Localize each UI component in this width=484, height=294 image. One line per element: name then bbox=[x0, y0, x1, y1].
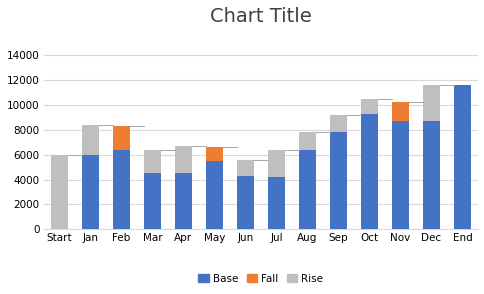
Bar bbox=[329, 115, 347, 132]
Bar bbox=[422, 85, 439, 121]
Bar bbox=[175, 173, 192, 229]
Bar bbox=[237, 176, 254, 229]
Bar bbox=[51, 155, 68, 229]
Bar bbox=[113, 150, 130, 229]
Title: Chart Title: Chart Title bbox=[210, 7, 311, 26]
Bar bbox=[175, 146, 192, 173]
Bar bbox=[391, 121, 408, 229]
Bar bbox=[82, 155, 99, 229]
Bar bbox=[206, 147, 223, 161]
Bar bbox=[329, 132, 347, 229]
Bar bbox=[298, 132, 316, 150]
Bar bbox=[298, 150, 316, 229]
Bar bbox=[113, 126, 130, 150]
Bar bbox=[391, 102, 408, 121]
Bar bbox=[267, 177, 285, 229]
Bar bbox=[206, 161, 223, 229]
Bar bbox=[144, 150, 161, 173]
Bar bbox=[144, 173, 161, 229]
Bar bbox=[360, 99, 377, 113]
Bar bbox=[453, 85, 470, 229]
Bar bbox=[360, 113, 377, 229]
Bar bbox=[82, 125, 99, 155]
Legend: Base, Fall, Rise: Base, Fall, Rise bbox=[194, 270, 327, 288]
Bar bbox=[267, 150, 285, 177]
Bar bbox=[422, 121, 439, 229]
Bar bbox=[237, 160, 254, 176]
